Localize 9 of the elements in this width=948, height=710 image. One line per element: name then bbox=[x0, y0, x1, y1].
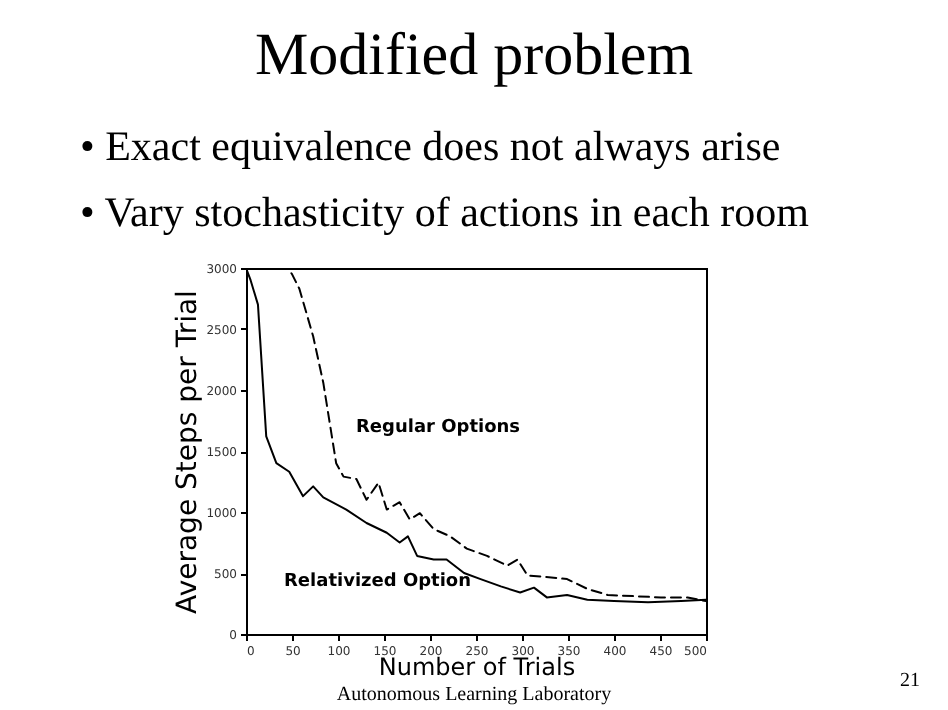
y-axis-title: Average Steps per Trial bbox=[172, 290, 205, 614]
series-label: Relativized Option bbox=[284, 572, 472, 592]
text: • Vary stochasticity of actions in each room bbox=[80, 188, 809, 236]
series-label: Regular Options bbox=[356, 418, 521, 438]
text: • Exact equivalence does not always arise bbox=[80, 122, 781, 170]
x-axis-title: Number of Trials bbox=[378, 653, 576, 681]
chart-title: Modified problem bbox=[254, 22, 694, 88]
text: Autonomous Learning Laboratory bbox=[336, 684, 612, 706]
text: 21 bbox=[900, 670, 920, 692]
